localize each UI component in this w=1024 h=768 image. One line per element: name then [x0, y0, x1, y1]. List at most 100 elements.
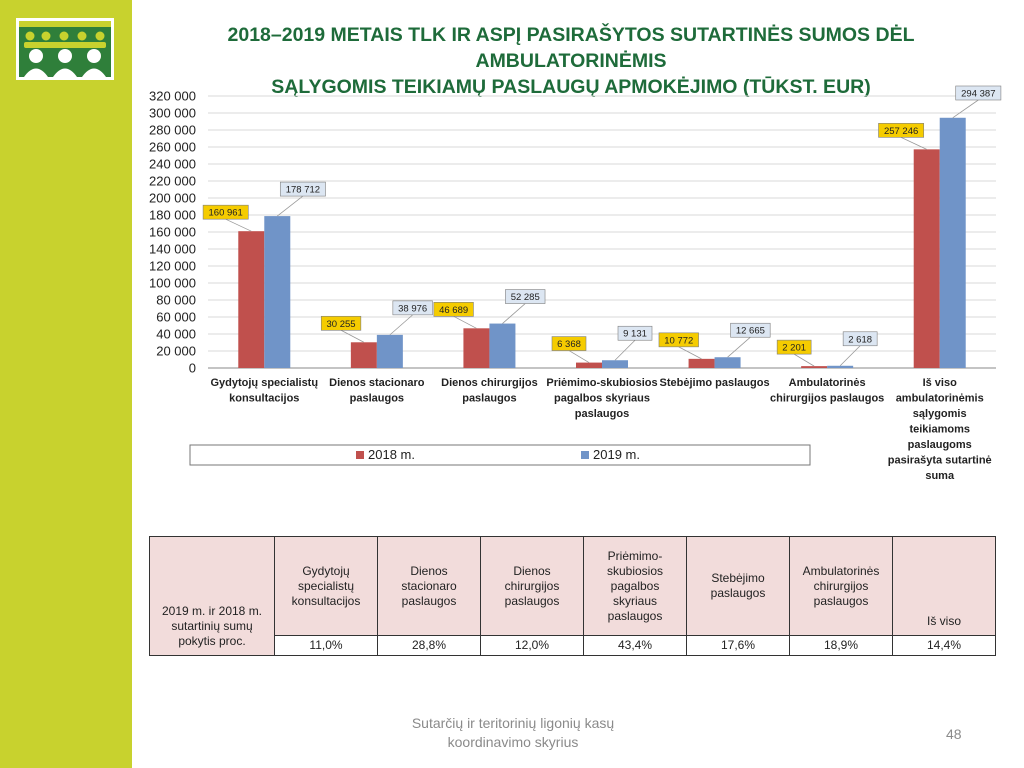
category-label: Dienos stacionaro: [329, 377, 425, 389]
data-label-leader: [727, 336, 751, 358]
category-label: Priėmimo-skubiosios: [546, 377, 657, 389]
data-label: 2 618: [848, 334, 872, 345]
legend: 2018 m. 2019 m.: [189, 444, 811, 466]
category-label: sąlygomis: [913, 408, 967, 420]
category-label: paslaugos: [575, 408, 629, 420]
category-label: paslaugos: [462, 393, 516, 405]
category-label: chirurgijos paslaugos: [770, 393, 884, 405]
table-column-header: Iš viso: [892, 536, 996, 636]
category-label: Ambulatorinės: [789, 377, 866, 389]
table-cell: 11,0%: [274, 635, 378, 656]
y-tick-label: 80 000: [156, 293, 196, 308]
bar-2018: [238, 231, 265, 368]
data-label-box: [505, 289, 546, 304]
bar-2018: [463, 328, 490, 368]
change-table-grid: 2019 m. ir 2018 m. sutartinių sumų pokytis…: [149, 536, 996, 656]
category-label: teikiamoms: [909, 424, 970, 436]
data-label: 6 368: [557, 339, 581, 350]
organization-logo: [16, 18, 114, 80]
table-cell: 18,9%: [789, 635, 893, 656]
table-cell: 28,8%: [377, 635, 481, 656]
page-number: 48: [946, 726, 962, 742]
table-row-header: 2019 m. ir 2018 m. sutartinių sumų pokytis…: [149, 536, 275, 656]
data-label-box: [202, 204, 249, 220]
logo-graphic: [16, 18, 114, 80]
data-label-box: [842, 331, 878, 347]
data-label: 52 285: [511, 292, 540, 303]
table-header-row: 2019 m. ir 2018 m. sutartinių sumų pokytis…: [149, 536, 996, 656]
data-label: 2 201: [782, 343, 806, 354]
category-label: Gydytojų specialistų: [210, 377, 318, 389]
category-label: ambulatorinėmis: [896, 393, 984, 405]
table-column-header: Ambulatorinės chirurgijos paslaugos: [789, 536, 893, 636]
data-label-box: [658, 332, 699, 348]
page-title: 2018–2019 METAIS TLK IR ASPĮ PASIRAŠYTOS…: [136, 22, 1006, 100]
data-label-box: [320, 315, 362, 331]
data-label-box: [551, 336, 587, 351]
data-label-box: [730, 322, 771, 338]
data-label: 38 976: [398, 303, 427, 314]
bar-2019: [376, 334, 403, 368]
data-label: 9 131: [623, 329, 647, 340]
data-label: 257 246: [884, 126, 918, 137]
y-tick-label: 200 000: [149, 191, 196, 206]
table-cell: 14,4%: [892, 635, 996, 656]
data-label: 12 665: [736, 326, 765, 337]
bar-2018: [913, 149, 940, 368]
footer-line-1: Sutarčių ir teritorinių ligonių kasų: [411, 715, 615, 731]
data-label-leader: [568, 350, 590, 363]
data-label: 46 689: [439, 305, 468, 316]
footer-department: Sutarčių ir teritorinių ligonių kasų koo…: [380, 714, 646, 752]
data-label-box: [878, 123, 925, 138]
sidebar-band: [0, 0, 132, 768]
y-tick-label: 120 000: [149, 259, 196, 274]
category-label: paslaugoms: [908, 439, 972, 451]
data-label-box: [392, 300, 433, 316]
y-tick-label: 240 000: [149, 157, 196, 172]
data-label-box: [433, 302, 474, 317]
legend-label: 2018 m.: [368, 447, 415, 462]
data-label: 30 255: [327, 319, 356, 330]
category-label: Stebėjimo paslaugos: [660, 377, 770, 389]
y-tick-label: 180 000: [149, 208, 196, 223]
y-tick-label: 140 000: [149, 242, 196, 257]
table-column-header: Priėmimo-skubiosios pagalbos skyriaus pasla…: [583, 536, 687, 636]
y-tick-label: 100 000: [149, 276, 196, 291]
bar-2019: [264, 216, 291, 368]
y-tick-label: 300 000: [149, 106, 196, 121]
y-tick-label: 280 000: [149, 123, 196, 138]
legend-label: 2019 m.: [593, 447, 640, 462]
data-label: 294 387: [961, 89, 995, 100]
legend-swatch: [356, 451, 364, 459]
y-tick-label: 260 000: [149, 140, 196, 155]
y-tick-label: 160 000: [149, 225, 196, 240]
table-value-row: 11,0% 28,8% 12,0% 43,4% 17,6% 18,9% 14,4%: [150, 635, 996, 656]
bar-chart: 0 20 000 40 000 60 000 80 000 100 000 120 000 1…: [149, 85, 1002, 482]
data-label-box: [776, 339, 812, 355]
data-label-leader: [614, 339, 636, 361]
y-tick-label: 320 000: [149, 89, 196, 104]
data-label-leader: [952, 99, 979, 119]
data-label-box: [617, 325, 653, 341]
bar-2018: [801, 366, 828, 368]
table-column-header: Dienos chirurgijos paslaugos: [480, 536, 584, 636]
data-label: 178 712: [286, 185, 320, 196]
table-column-header: Dienos stacionaro paslaugos: [377, 536, 481, 636]
table-column-header: Gydytojų specialistų konsultacijos: [274, 536, 378, 636]
table-cell: 12,0%: [480, 635, 584, 656]
y-tick-label: 220 000: [149, 174, 196, 189]
category-label: konsultacijos: [229, 393, 299, 405]
bar-2019: [939, 117, 966, 368]
bar-2019: [714, 357, 741, 368]
title-line-2: SĄLYGOMIS TEIKIAMŲ PASLAUGŲ APMOKĖJIMO (…: [271, 76, 871, 98]
bar-2019: [602, 360, 628, 368]
footer-line-2: koordinavimo skyrius: [447, 734, 579, 750]
table-cell: 17,6%: [686, 635, 790, 656]
data-label-leader: [678, 346, 702, 360]
bar-2018: [350, 342, 377, 368]
data-label-box: [955, 85, 1002, 101]
category-label: suma: [925, 470, 955, 482]
bar-2018: [688, 358, 715, 368]
table-column-header: Stebėjimo paslaugos: [686, 536, 790, 636]
data-label-leader: [793, 353, 815, 367]
